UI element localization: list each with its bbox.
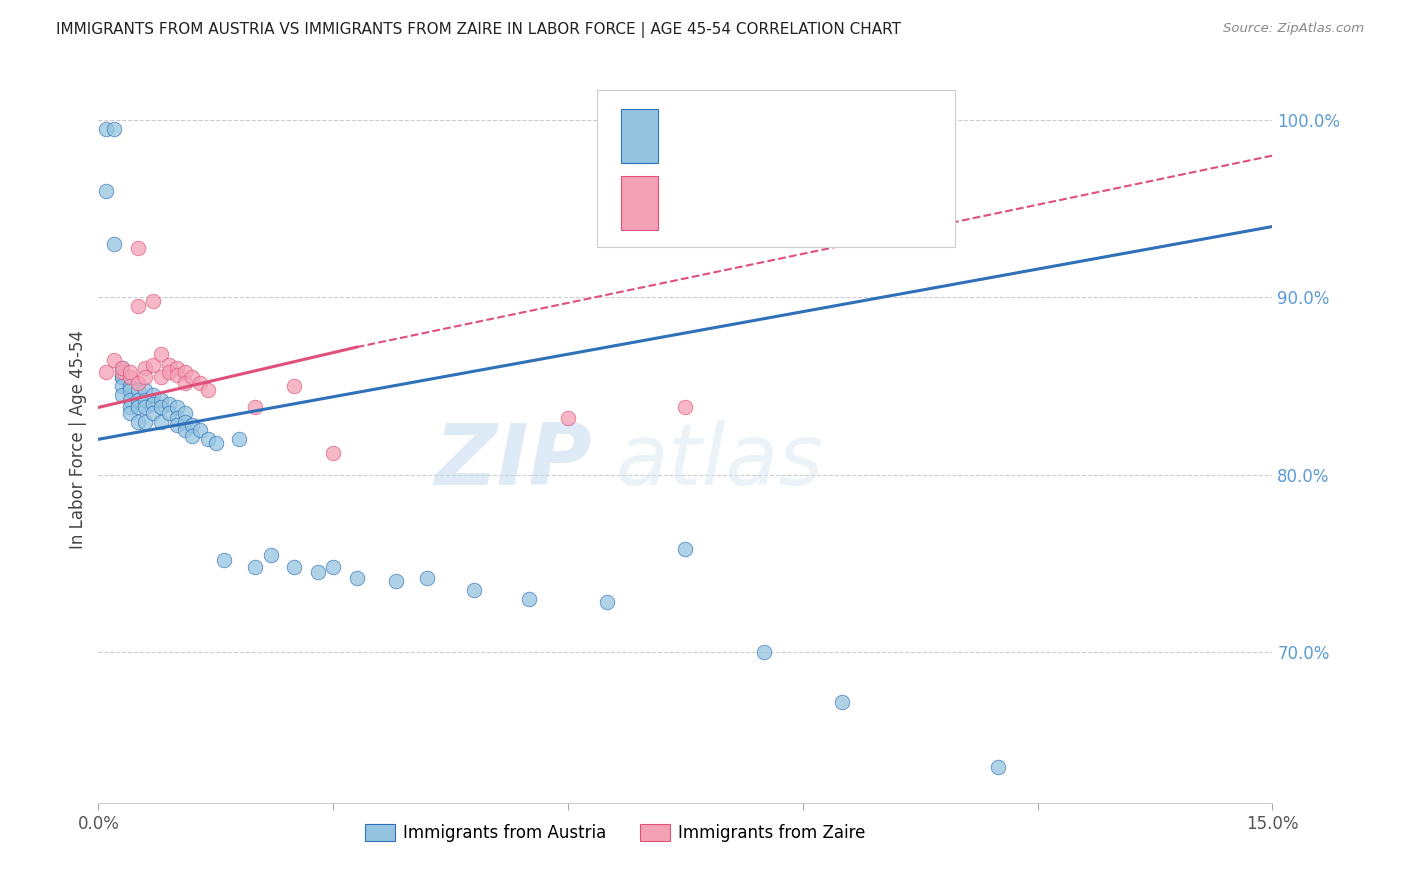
Point (385, 574, 408, 589)
Point (181, 418, 204, 433)
Point (103, 122, 125, 136)
Point (557, 411, 579, 425)
Point (127, 401, 149, 415)
Point (166, 411, 188, 425)
Point (111, 365, 134, 379)
Text: atlas: atlas (614, 419, 823, 502)
Point (150, 415, 173, 429)
Point (596, 595, 619, 609)
Point (166, 401, 188, 415)
Point (283, 379, 305, 393)
Point (134, 383, 156, 397)
Point (463, 582, 485, 597)
Point (134, 415, 156, 429)
Text: R = 0.147   N = 58: R = 0.147 N = 58 (673, 117, 844, 135)
Point (142, 406, 165, 420)
Point (181, 429, 204, 443)
Point (173, 365, 195, 379)
Point (118, 383, 141, 397)
Point (283, 560, 305, 574)
Point (134, 393, 156, 408)
Point (111, 361, 134, 376)
Point (675, 542, 697, 557)
Point (118, 393, 141, 408)
Point (103, 237, 125, 252)
Point (150, 393, 173, 408)
Point (157, 365, 180, 379)
Point (127, 393, 149, 408)
Point (188, 424, 211, 438)
Point (197, 432, 219, 446)
Point (142, 358, 165, 372)
Point (243, 560, 266, 574)
Point (111, 370, 134, 384)
Point (181, 370, 204, 384)
Point (96, 122, 118, 136)
FancyBboxPatch shape (621, 109, 658, 163)
Point (173, 376, 195, 390)
Point (173, 415, 195, 429)
Point (111, 379, 134, 393)
Legend: Immigrants from Austria, Immigrants from Zaire: Immigrants from Austria, Immigrants from… (359, 817, 872, 849)
Point (142, 388, 165, 402)
Point (157, 358, 180, 372)
Point (127, 383, 149, 397)
Point (111, 388, 134, 402)
Point (142, 293, 165, 308)
Point (142, 397, 165, 411)
Point (157, 406, 180, 420)
Point (259, 548, 281, 562)
Point (150, 347, 173, 361)
Point (322, 446, 344, 460)
Point (212, 553, 235, 567)
Point (150, 401, 173, 415)
Point (118, 406, 141, 420)
Point (675, 401, 697, 415)
Point (118, 401, 141, 415)
Text: Source: ZipAtlas.com: Source: ZipAtlas.com (1223, 22, 1364, 36)
Point (157, 397, 180, 411)
Point (103, 352, 125, 367)
Point (173, 424, 195, 438)
Point (127, 299, 149, 313)
Point (166, 368, 188, 383)
Point (134, 370, 156, 384)
Point (987, 760, 1010, 774)
Text: IMMIGRANTS FROM AUSTRIA VS IMMIGRANTS FROM ZAIRE IN LABOR FORCE | AGE 45-54 CORR: IMMIGRANTS FROM AUSTRIA VS IMMIGRANTS FR… (56, 22, 901, 38)
Point (118, 370, 141, 384)
Point (243, 401, 266, 415)
Point (127, 376, 149, 390)
Point (307, 566, 329, 580)
Point (127, 241, 149, 255)
Point (150, 370, 173, 384)
Point (96, 365, 118, 379)
Point (134, 361, 156, 376)
Point (111, 370, 134, 384)
Point (322, 560, 344, 574)
Point (517, 591, 540, 606)
Point (166, 418, 188, 433)
Point (118, 365, 141, 379)
Point (197, 383, 219, 397)
Text: R = 0.378   N = 29: R = 0.378 N = 29 (673, 184, 845, 202)
Point (205, 435, 228, 450)
Point (166, 361, 188, 376)
Y-axis label: In Labor Force | Age 45-54: In Labor Force | Age 45-54 (69, 330, 87, 549)
Point (346, 571, 368, 585)
Point (173, 406, 195, 420)
Point (831, 695, 853, 709)
FancyBboxPatch shape (598, 90, 956, 247)
Point (118, 379, 141, 393)
Point (111, 361, 134, 376)
Point (127, 415, 149, 429)
Point (188, 376, 211, 390)
Point (416, 571, 439, 585)
Point (228, 432, 250, 446)
Text: ZIP: ZIP (434, 419, 592, 502)
FancyBboxPatch shape (621, 176, 658, 230)
Point (96, 184, 118, 198)
Point (134, 401, 156, 415)
Point (752, 645, 775, 659)
